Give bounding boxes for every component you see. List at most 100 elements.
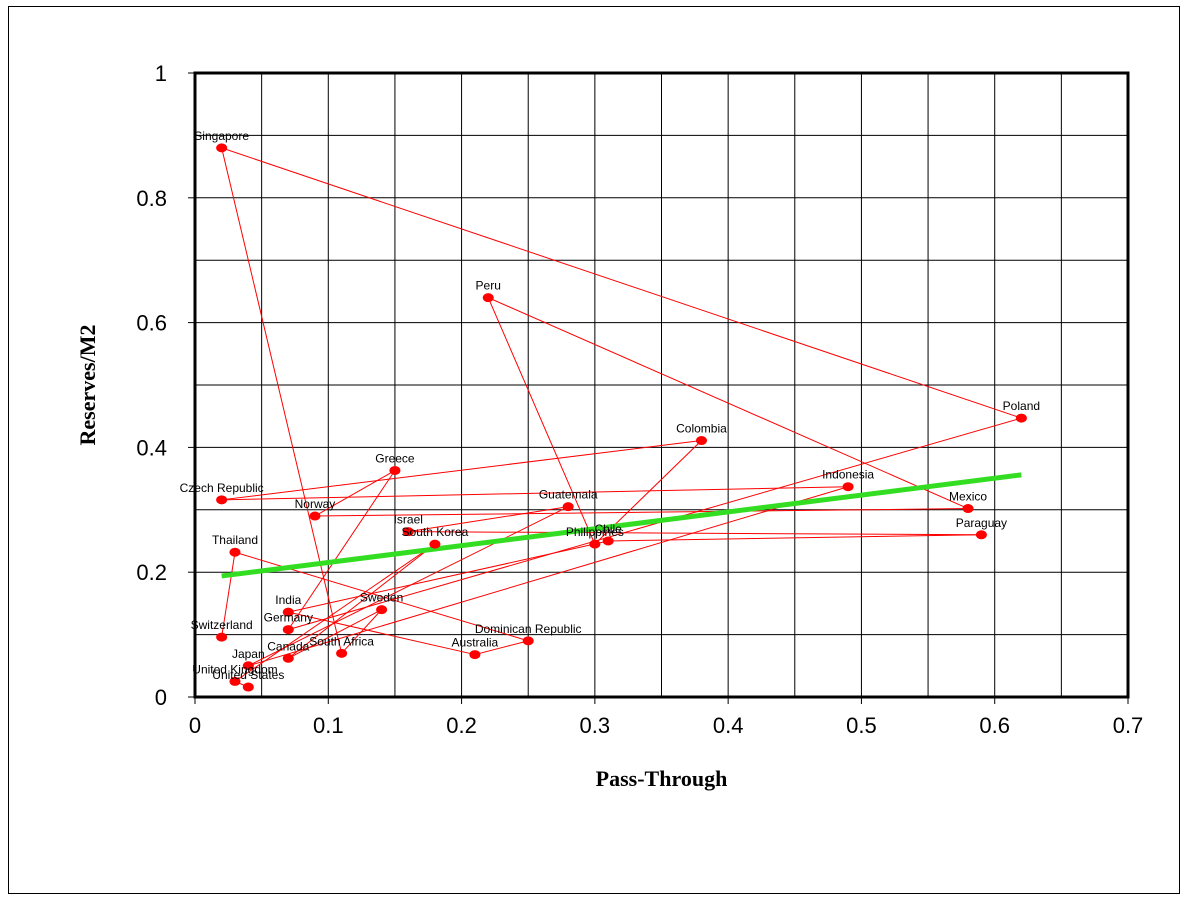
connector-segment xyxy=(287,543,436,659)
data-point xyxy=(602,536,614,546)
x-tick-label: 0.5 xyxy=(846,713,877,738)
data-point xyxy=(216,632,228,642)
point-label: Colombia xyxy=(676,422,727,436)
point-label: Philippines xyxy=(566,525,624,539)
x-axis-title: Pass-Through xyxy=(596,766,728,791)
data-point xyxy=(376,605,388,615)
connector-segment xyxy=(288,417,1022,631)
x-tick-label: 0.2 xyxy=(446,713,477,738)
point-label: Thailand xyxy=(212,533,258,547)
x-tick-label: 0.6 xyxy=(979,713,1010,738)
connector-segment xyxy=(221,147,343,654)
data-point xyxy=(695,436,707,446)
data-point xyxy=(309,511,321,521)
x-tick-label: 0 xyxy=(189,713,201,738)
data-point xyxy=(962,504,974,514)
connector-segment xyxy=(221,552,236,638)
connector-segment xyxy=(408,506,569,533)
data-point xyxy=(216,495,228,505)
connector-segment xyxy=(234,543,436,682)
y-tick-label: 0.2 xyxy=(136,560,167,585)
y-axis-title: Reserves/M2 xyxy=(75,325,100,446)
data-point xyxy=(282,625,294,635)
connector-segment xyxy=(314,470,396,517)
connector-segment xyxy=(488,297,969,510)
point-label: Australia xyxy=(452,636,499,650)
data-point xyxy=(402,527,414,537)
data-point xyxy=(469,650,481,660)
point-labels: Singapore Poland Czech Republic Colombia Per… xyxy=(180,129,1040,682)
data-points xyxy=(216,143,1027,692)
point-label: Canada xyxy=(267,639,309,653)
connector-segment xyxy=(248,506,569,667)
data-point xyxy=(229,676,241,686)
point-label: Norway xyxy=(295,497,336,511)
data-point xyxy=(842,482,854,492)
x-tick-label: 0.1 xyxy=(313,713,344,738)
data-point xyxy=(429,539,441,549)
connector-lines xyxy=(221,147,1022,688)
point-label: Singapore xyxy=(194,129,249,143)
point-label: Guatemala xyxy=(539,488,598,502)
connector-segment xyxy=(474,640,529,656)
data-point xyxy=(282,653,294,663)
y-tick-label: 0 xyxy=(155,685,167,710)
point-label: Peru xyxy=(476,279,501,293)
data-point xyxy=(229,547,241,557)
point-label: Japan xyxy=(232,647,265,661)
point-label: Chile xyxy=(595,522,623,536)
connector-segment xyxy=(341,609,382,654)
x-tick-label: 0.4 xyxy=(713,713,744,738)
y-tick-labels: 0 0.2 0.4 0.6 0.8 1 xyxy=(136,61,195,710)
connector-segment xyxy=(221,486,849,501)
grid-lines xyxy=(195,73,1128,697)
point-label: Czech Republic xyxy=(180,481,264,495)
data-point xyxy=(482,293,494,303)
point-label: Dominican Republic xyxy=(475,622,582,636)
data-point xyxy=(589,539,601,549)
connector-segment xyxy=(288,611,476,656)
y-tick-label: 0.6 xyxy=(136,311,167,336)
connector-segment xyxy=(287,470,396,630)
data-point xyxy=(1015,413,1027,423)
data-point xyxy=(216,143,228,153)
point-label: Indonesia xyxy=(822,468,874,482)
data-point xyxy=(389,465,401,475)
connector-segment xyxy=(288,540,609,613)
trend-line-group xyxy=(221,472,1022,579)
y-tick-label: 0.8 xyxy=(136,186,167,211)
connector-segment xyxy=(487,297,596,545)
point-label: Greece xyxy=(375,451,415,465)
point-label: South Korea xyxy=(402,525,469,539)
connector-segment xyxy=(408,531,982,536)
point-label: South Africa xyxy=(309,634,374,648)
point-label: Paraguay xyxy=(956,516,1007,530)
y-tick-label: 0.4 xyxy=(136,435,167,460)
x-tick-label: 0.7 xyxy=(1113,713,1144,738)
point-label: Mexico xyxy=(949,490,987,504)
connector-segment xyxy=(221,147,1022,419)
y-tick-label: 1 xyxy=(155,61,167,86)
data-point xyxy=(242,661,254,671)
x-tick-labels: 0 0.1 0.2 0.3 0.4 0.5 0.6 0.7 xyxy=(189,697,1143,738)
chart-frame xyxy=(8,6,1180,894)
connector-segment xyxy=(221,440,702,501)
point-label: United States xyxy=(212,668,284,682)
point-label: Germany xyxy=(264,611,313,625)
point-label: Switzerland xyxy=(191,618,253,632)
data-point xyxy=(562,502,574,512)
data-point xyxy=(975,530,987,540)
data-point xyxy=(336,648,348,658)
point-label: United Kingdom xyxy=(192,662,277,676)
connector-segment xyxy=(288,609,382,659)
connector-segment xyxy=(314,508,969,517)
point-label: Israel xyxy=(394,513,423,527)
connector-segment xyxy=(248,486,849,667)
x-tick-label: 0.3 xyxy=(580,713,611,738)
trend-line xyxy=(221,472,1022,579)
point-label: Sweden xyxy=(360,591,403,605)
point-label: India xyxy=(275,593,301,607)
plot-area-border xyxy=(193,71,1130,699)
data-point xyxy=(282,607,294,617)
